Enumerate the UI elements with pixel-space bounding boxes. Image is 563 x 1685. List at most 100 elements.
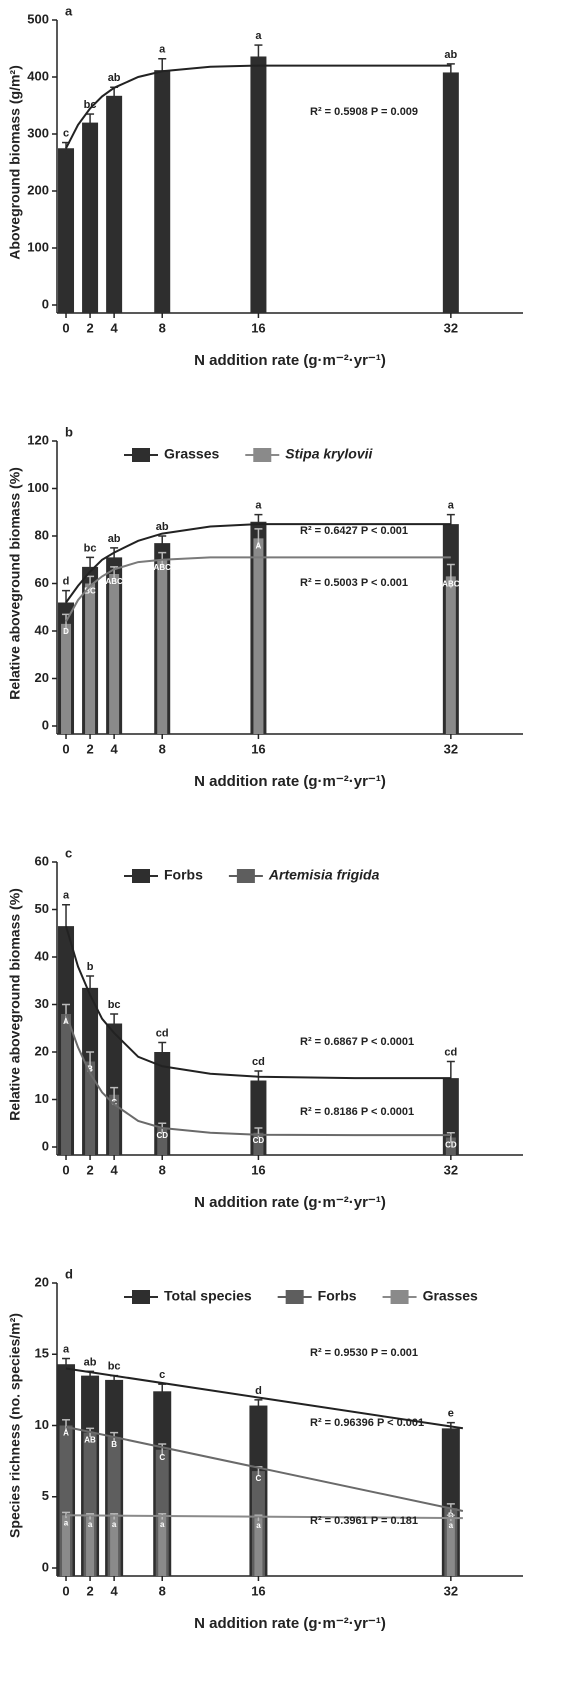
significance-letter: bc bbox=[108, 999, 121, 1011]
bar bbox=[250, 56, 267, 313]
x-tick-label: 16 bbox=[251, 1162, 265, 1177]
bar bbox=[106, 95, 123, 313]
significance-letter: a bbox=[160, 1520, 165, 1529]
x-tick-label: 0 bbox=[62, 741, 69, 756]
y-tick-label: 40 bbox=[35, 622, 49, 637]
significance-letter: C bbox=[256, 1474, 262, 1483]
bar bbox=[254, 1518, 263, 1576]
y-tick-label: 30 bbox=[35, 996, 49, 1011]
panel-label: d bbox=[65, 1266, 73, 1281]
significance-letter: A bbox=[63, 1429, 69, 1438]
bar bbox=[61, 1014, 72, 1155]
x-axis-title: N addition rate (g·m⁻²·yr⁻¹) bbox=[194, 352, 386, 369]
significance-letter: c bbox=[63, 127, 69, 139]
panel-label: b bbox=[65, 424, 73, 439]
legend-swatch bbox=[132, 1290, 150, 1304]
fit-line bbox=[65, 523, 451, 604]
bar bbox=[445, 1137, 456, 1155]
significance-letter: ab bbox=[84, 1356, 97, 1368]
significance-letter: d bbox=[255, 1385, 262, 1397]
panel-label: a bbox=[65, 3, 73, 18]
y-tick-label: 20 bbox=[35, 1043, 49, 1058]
bar bbox=[445, 576, 456, 734]
legend-label: Grasses bbox=[164, 446, 219, 462]
significance-letter: a bbox=[63, 1343, 70, 1355]
x-tick-label: 2 bbox=[86, 741, 93, 756]
y-tick-label: 0 bbox=[42, 1559, 49, 1574]
significance-letter: d bbox=[63, 576, 70, 588]
significance-letter: D bbox=[63, 627, 69, 636]
fit-line bbox=[65, 925, 451, 1080]
x-tick-label: 0 bbox=[62, 1583, 69, 1598]
fit-statistics: R² = 0.8186 P < 0.0001 bbox=[300, 1106, 414, 1118]
fit-line bbox=[65, 556, 451, 622]
significance-letter: bc bbox=[84, 542, 97, 554]
significance-letter: a bbox=[63, 890, 70, 902]
significance-letter: bc bbox=[108, 1361, 121, 1373]
x-tick-label: 32 bbox=[444, 1583, 458, 1598]
y-tick-label: 40 bbox=[35, 948, 49, 963]
y-tick-label: 10 bbox=[35, 1091, 49, 1106]
x-tick-label: 4 bbox=[111, 320, 119, 335]
x-tick-label: 0 bbox=[62, 1162, 69, 1177]
legend-label: Forbs bbox=[318, 1288, 357, 1304]
legend-label: Grasses bbox=[423, 1288, 478, 1304]
y-tick-label: 10 bbox=[35, 1417, 49, 1432]
y-tick-label: 50 bbox=[35, 901, 49, 916]
legend-swatch bbox=[253, 448, 272, 462]
legend-label: Artemisia frigida bbox=[268, 867, 380, 883]
legend-swatch bbox=[236, 869, 255, 883]
y-axis-title: Relative aboveground biomass (%) bbox=[7, 888, 23, 1121]
significance-letter: a bbox=[255, 500, 262, 512]
fit-line bbox=[65, 1425, 464, 1512]
x-tick-label: 8 bbox=[159, 741, 166, 756]
y-tick-label: 5 bbox=[42, 1488, 49, 1503]
fit-line bbox=[65, 1514, 463, 1520]
significance-letter: A bbox=[256, 541, 262, 550]
bar bbox=[82, 122, 99, 313]
y-tick-label: 60 bbox=[35, 575, 49, 590]
x-tick-label: 0 bbox=[62, 320, 69, 335]
significance-letter: ABC bbox=[105, 577, 123, 586]
bar bbox=[253, 538, 264, 734]
significance-letter: a bbox=[64, 1518, 69, 1527]
y-tick-label: 20 bbox=[35, 670, 49, 685]
y-tick-label: 15 bbox=[35, 1346, 49, 1361]
fit-statistics: R² = 0.96396 P < 0.001 bbox=[310, 1417, 424, 1429]
bar bbox=[442, 72, 459, 313]
fit-statistics: R² = 0.3961 P = 0.181 bbox=[310, 1515, 418, 1527]
bar bbox=[110, 1516, 119, 1576]
fit-line bbox=[65, 1367, 464, 1430]
bar bbox=[85, 583, 96, 734]
x-axis-title: N addition rate (g·m⁻²·yr⁻¹) bbox=[194, 1615, 386, 1632]
significance-letter: a bbox=[112, 1520, 117, 1529]
bar bbox=[157, 1128, 168, 1155]
y-tick-label: 0 bbox=[42, 296, 49, 311]
x-tick-label: 32 bbox=[444, 741, 458, 756]
significance-letter: e bbox=[448, 1408, 454, 1420]
bar bbox=[157, 559, 168, 734]
legend-label: Stipa krylovii bbox=[285, 446, 373, 462]
legend-swatch bbox=[132, 869, 150, 883]
significance-letter: cd bbox=[156, 1027, 169, 1039]
significance-letter: cd bbox=[444, 1046, 457, 1058]
x-tick-label: 16 bbox=[251, 741, 265, 756]
x-tick-label: 16 bbox=[251, 1583, 265, 1598]
significance-letter: ab bbox=[108, 533, 121, 545]
legend-swatch bbox=[390, 1290, 409, 1304]
significance-letter: AB bbox=[84, 1436, 96, 1445]
y-tick-label: 500 bbox=[27, 11, 49, 26]
bar bbox=[58, 148, 75, 313]
significance-letter: ABC bbox=[154, 563, 172, 572]
bar bbox=[109, 574, 120, 734]
x-tick-label: 2 bbox=[86, 1583, 93, 1598]
significance-letter: cd bbox=[252, 1056, 265, 1068]
bar bbox=[158, 1516, 167, 1576]
x-tick-label: 32 bbox=[444, 1162, 458, 1177]
fit-statistics: R² = 0.5908 P = 0.009 bbox=[310, 106, 418, 118]
x-tick-label: 2 bbox=[86, 1162, 93, 1177]
significance-letter: C bbox=[159, 1453, 165, 1462]
significance-letter: a bbox=[449, 1521, 454, 1530]
